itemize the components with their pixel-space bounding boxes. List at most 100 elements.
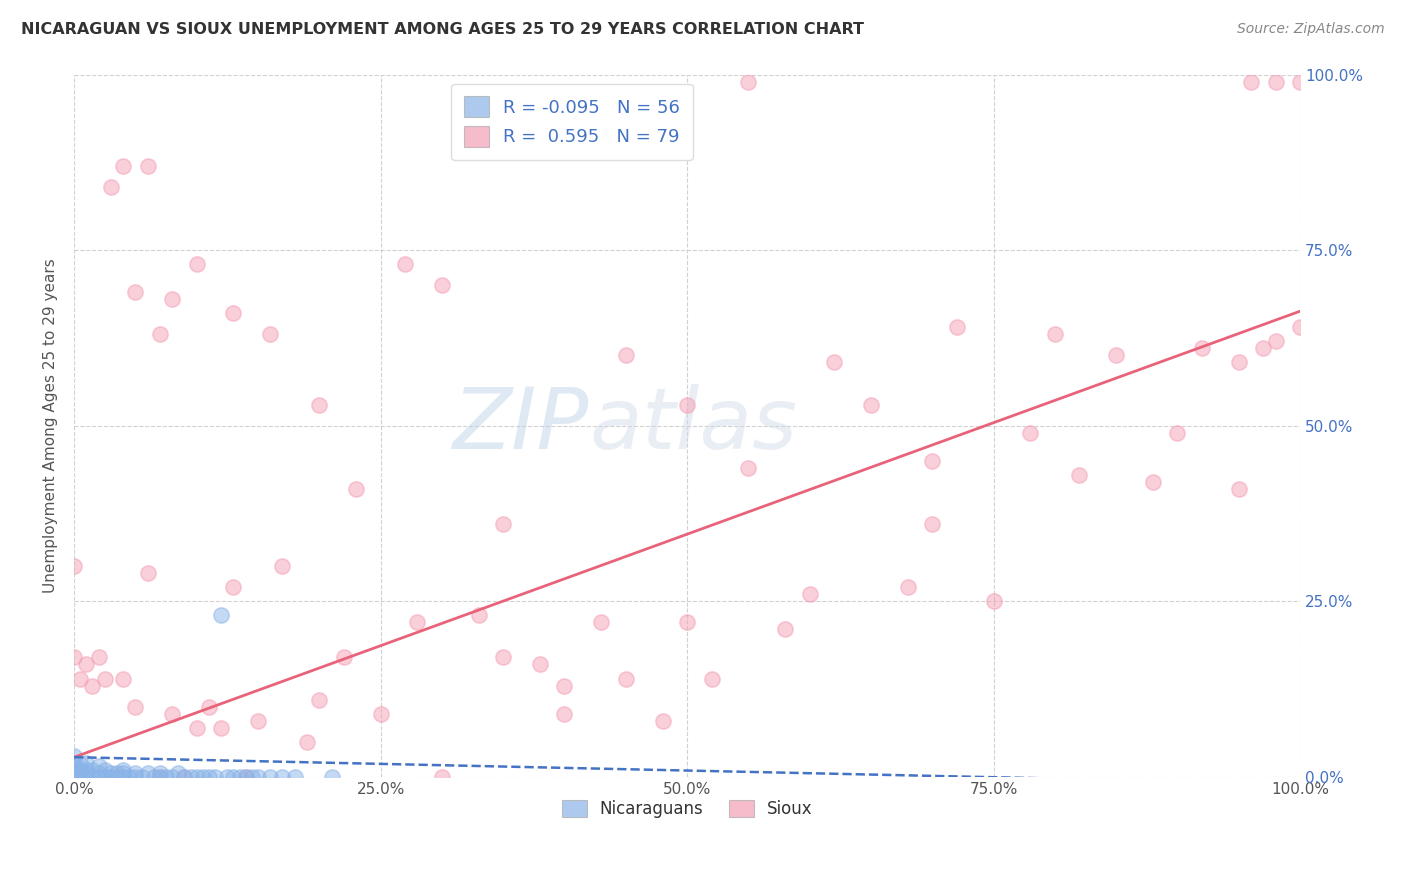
Legend: Nicaraguans, Sioux: Nicaraguans, Sioux — [555, 793, 820, 825]
Point — [142, 770, 165, 784]
Point — [222, 306, 245, 320]
Point — [1043, 327, 1066, 342]
Point — [124, 699, 146, 714]
Point — [259, 327, 281, 342]
Point — [1264, 334, 1286, 349]
Point — [394, 257, 416, 271]
Point — [69, 766, 91, 780]
Point — [492, 650, 515, 665]
Point — [149, 327, 172, 342]
Point — [112, 763, 135, 777]
Point — [773, 623, 796, 637]
Point — [676, 398, 699, 412]
Point — [1019, 425, 1042, 440]
Point — [75, 766, 97, 780]
Point — [93, 672, 115, 686]
Point — [430, 770, 453, 784]
Point — [406, 615, 429, 630]
Point — [105, 770, 128, 784]
Point — [75, 770, 97, 784]
Point — [209, 608, 232, 623]
Point — [87, 770, 110, 784]
Point — [63, 748, 86, 763]
Point — [591, 615, 613, 630]
Point — [82, 770, 104, 784]
Point — [235, 770, 257, 784]
Point — [112, 766, 135, 780]
Point — [69, 770, 91, 784]
Point — [529, 657, 551, 672]
Point — [859, 398, 882, 412]
Point — [100, 770, 122, 784]
Point — [1142, 475, 1164, 489]
Point — [651, 714, 673, 728]
Point — [321, 770, 343, 784]
Y-axis label: Unemployment Among Ages 25 to 29 years: Unemployment Among Ages 25 to 29 years — [44, 259, 58, 593]
Text: Source: ZipAtlas.com: Source: ZipAtlas.com — [1237, 22, 1385, 37]
Point — [75, 763, 97, 777]
Point — [700, 672, 723, 686]
Point — [63, 759, 86, 773]
Text: atlas: atlas — [589, 384, 797, 467]
Point — [136, 766, 159, 780]
Point — [945, 320, 967, 334]
Point — [149, 770, 172, 784]
Point — [921, 454, 943, 468]
Point — [823, 355, 845, 369]
Point — [1264, 74, 1286, 88]
Point — [75, 756, 97, 770]
Point — [136, 566, 159, 581]
Point — [344, 482, 367, 496]
Point — [246, 770, 269, 784]
Point — [1105, 348, 1128, 362]
Point — [63, 770, 86, 784]
Point — [737, 460, 759, 475]
Point — [160, 706, 183, 721]
Point — [93, 763, 115, 777]
Point — [82, 763, 104, 777]
Point — [1289, 74, 1312, 88]
Point — [136, 159, 159, 173]
Point — [553, 679, 575, 693]
Point — [271, 770, 294, 784]
Point — [124, 770, 146, 784]
Text: NICARAGUAN VS SIOUX UNEMPLOYMENT AMONG AGES 25 TO 29 YEARS CORRELATION CHART: NICARAGUAN VS SIOUX UNEMPLOYMENT AMONG A… — [21, 22, 865, 37]
Point — [131, 770, 153, 784]
Point — [63, 766, 86, 780]
Point — [63, 650, 86, 665]
Point — [240, 770, 263, 784]
Point — [217, 770, 239, 784]
Point — [799, 587, 821, 601]
Point — [614, 672, 637, 686]
Point — [370, 706, 392, 721]
Point — [63, 756, 86, 770]
Point — [173, 770, 195, 784]
Point — [333, 650, 356, 665]
Point — [75, 657, 97, 672]
Point — [284, 770, 307, 784]
Point — [186, 257, 208, 271]
Point — [69, 763, 91, 777]
Point — [228, 770, 250, 784]
Point — [259, 770, 281, 784]
Point — [204, 770, 226, 784]
Point — [308, 692, 330, 706]
Point — [1289, 320, 1312, 334]
Point — [155, 770, 177, 784]
Point — [124, 285, 146, 300]
Point — [100, 770, 122, 784]
Point — [737, 74, 759, 88]
Point — [112, 672, 135, 686]
Point — [897, 580, 920, 594]
Point — [149, 770, 172, 784]
Text: ZIP: ZIP — [453, 384, 589, 467]
Point — [295, 735, 318, 749]
Point — [1191, 342, 1213, 356]
Point — [105, 766, 128, 780]
Point — [235, 770, 257, 784]
Point — [1069, 467, 1091, 482]
Point — [69, 756, 91, 770]
Point — [1240, 74, 1263, 88]
Point — [222, 770, 245, 784]
Point — [1227, 482, 1250, 496]
